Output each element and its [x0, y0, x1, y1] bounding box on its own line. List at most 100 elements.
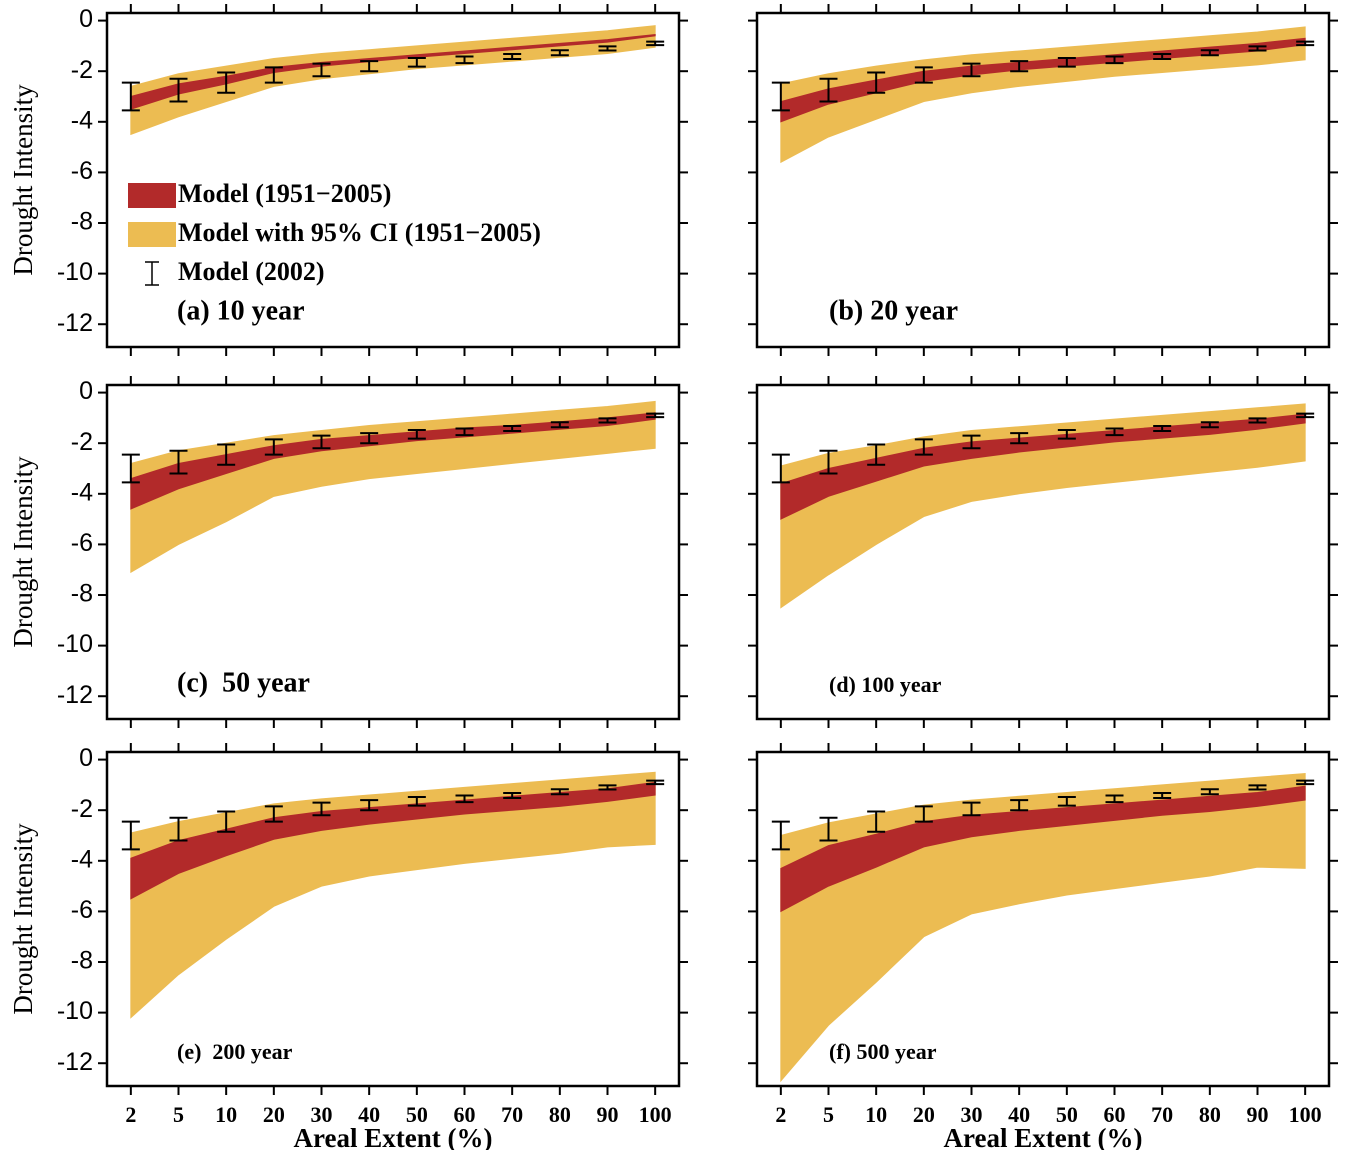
y-tick-label: -2 [71, 428, 93, 456]
y-tick-label: -8 [71, 947, 93, 975]
error-bar [169, 816, 188, 842]
error-bar [550, 49, 569, 57]
y-tick-label: -8 [71, 208, 93, 236]
error-bar [217, 443, 236, 466]
error-bar [771, 453, 790, 484]
y-tick-label: -6 [71, 529, 93, 557]
x-tick-label: 2 [125, 1102, 136, 1127]
error-bar [1200, 421, 1219, 429]
x-tick-label: 50 [406, 1102, 428, 1127]
error-bar [121, 81, 140, 112]
x-tick-label: 50 [1056, 1102, 1078, 1127]
legend-label: Model (1951−2005) [178, 179, 391, 208]
y-tick-label: -2 [71, 795, 93, 823]
error-bar [598, 417, 617, 424]
error-bar [407, 429, 426, 440]
y-tick-label: -4 [71, 478, 93, 506]
error-bar [771, 81, 790, 112]
error-bar [455, 55, 474, 65]
y-axis-label: Drought Intensity [8, 84, 38, 276]
x-tick-label: 10 [865, 1102, 887, 1127]
x-tick-label: 2 [775, 1102, 786, 1127]
error-bar [121, 820, 140, 851]
band [780, 26, 1306, 164]
x-tick-label: 90 [597, 1102, 619, 1127]
error-bar [1057, 57, 1076, 68]
x-tick-label: 10 [215, 1102, 237, 1127]
panel-label: (b) 20 year [829, 295, 958, 326]
error-bar [121, 453, 140, 484]
error-bar [867, 810, 886, 833]
x-tick-label: 100 [1289, 1102, 1322, 1127]
y-tick-label: 0 [79, 5, 93, 33]
error-bar [312, 62, 331, 78]
error-bar [550, 788, 569, 796]
error-bar [1153, 791, 1172, 800]
legend-swatch [128, 183, 176, 208]
error-bar [264, 66, 283, 84]
x-tick-label: 100 [639, 1102, 672, 1127]
error-bar [962, 62, 981, 78]
frame [105, 383, 681, 721]
error-bar [771, 820, 790, 851]
x-tick-label: 90 [1247, 1102, 1269, 1127]
band [780, 403, 1306, 609]
panel-label: (a) 10 year [177, 295, 305, 326]
x-tick-label: 30 [961, 1102, 983, 1127]
error-bar [819, 449, 838, 475]
error-bar [646, 412, 665, 419]
y-axis-label: Drought Intensity [8, 456, 38, 648]
frame [105, 11, 681, 349]
x-tick-label: 60 [454, 1102, 476, 1127]
error-bar [312, 434, 331, 450]
error-bar [264, 438, 283, 456]
panel-label: (c) 50 year [177, 667, 310, 698]
y-tick-label: -10 [57, 997, 93, 1025]
error-bar [360, 432, 379, 445]
error-bar [867, 71, 886, 94]
x-tick-label: 20 [913, 1102, 935, 1127]
error-bar [867, 443, 886, 466]
error-bar [1296, 779, 1315, 786]
error-bar [1248, 45, 1267, 52]
y-tick-label: -4 [71, 106, 93, 134]
error-bar [503, 52, 522, 61]
error-bar [455, 427, 474, 437]
y-tick-label: -12 [57, 1048, 93, 1076]
frame [755, 11, 1331, 349]
x-tick-label: 30 [311, 1102, 333, 1127]
error-bar [646, 779, 665, 786]
error-bar [217, 810, 236, 833]
error-bar [360, 799, 379, 812]
panel-label: (d) 100 year [829, 672, 942, 697]
y-tick-label: -8 [71, 580, 93, 608]
x-tick-label: 60 [1104, 1102, 1126, 1127]
error-bar [169, 77, 188, 103]
legend-label: Model with 95% CI (1951−2005) [178, 218, 541, 247]
y-tick-label: -12 [57, 309, 93, 337]
x-tick-label: 70 [1151, 1102, 1173, 1127]
error-bar [1105, 794, 1124, 804]
error-bar [1057, 429, 1076, 440]
error-bar [169, 449, 188, 475]
error-bar [819, 816, 838, 842]
error-bar [598, 784, 617, 791]
y-tick-label: -6 [71, 896, 93, 924]
x-tick-label: 80 [1199, 1102, 1221, 1127]
error-bar [914, 66, 933, 84]
y-tick-label: -10 [57, 630, 93, 658]
x-tick-label: 20 [263, 1102, 285, 1127]
error-bar [598, 45, 617, 52]
error-bar [1200, 49, 1219, 57]
error-bar [1153, 52, 1172, 61]
x-tick-label: 70 [501, 1102, 523, 1127]
error-bar [550, 421, 569, 429]
error-bar [407, 57, 426, 68]
y-tick-label: -6 [71, 157, 93, 185]
error-bar [1010, 799, 1029, 812]
legend-swatch [145, 261, 159, 286]
panel-label: (f) 500 year [829, 1039, 937, 1064]
x-axis-label: Areal Extent (%) [294, 1123, 493, 1150]
y-tick-label: -2 [71, 56, 93, 84]
